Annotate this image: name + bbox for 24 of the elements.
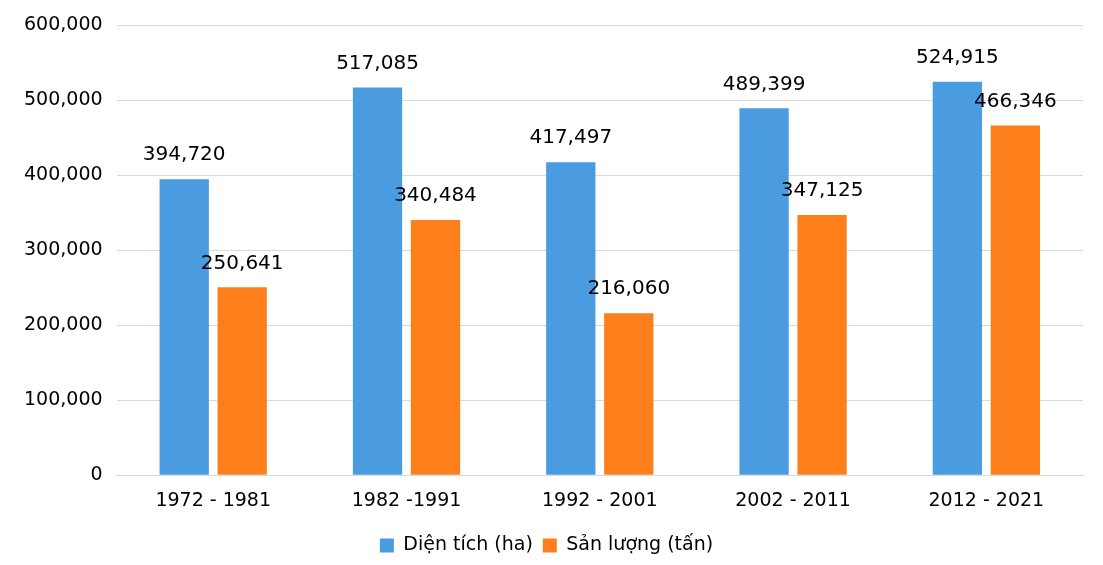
x-tick-label: 2002 - 2011 xyxy=(735,487,851,510)
data-label: 417,497 xyxy=(529,124,613,149)
x-tick-label: 2012 - 2021 xyxy=(928,487,1045,510)
data-label: 489,399 xyxy=(722,70,806,95)
y-tick-label: 500,000 xyxy=(23,87,103,110)
bar xyxy=(990,125,1040,475)
y-tick-label: 200,000 xyxy=(23,312,103,335)
x-tick-label: 1992 - 2001 xyxy=(541,487,658,510)
bar xyxy=(217,287,267,475)
bar xyxy=(604,313,654,475)
y-tick-label: 600,000 xyxy=(23,12,103,35)
data-label: 517,085 xyxy=(336,49,419,74)
legend-label: Sản lượng (tấn) xyxy=(566,532,714,555)
y-tick-label: 0 xyxy=(90,462,103,485)
x-tick-label: 1972 - 1981 xyxy=(155,487,272,510)
bar xyxy=(797,214,847,475)
y-tick-label: 300,000 xyxy=(23,237,103,260)
data-label: 394,720 xyxy=(142,141,226,166)
legend-label: Diện tích (ha) xyxy=(403,532,533,555)
bar xyxy=(410,219,461,475)
y-tick-label: 100,000 xyxy=(23,387,103,410)
data-label: 524,915 xyxy=(916,43,999,68)
y-tick-label: 400,000 xyxy=(23,162,103,185)
x-tick-label: 1982 -1991 xyxy=(351,487,462,510)
